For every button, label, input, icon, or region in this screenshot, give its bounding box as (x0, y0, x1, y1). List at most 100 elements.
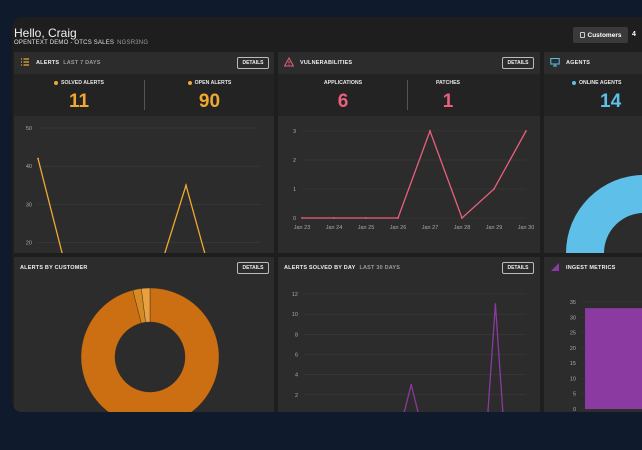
stat-divider (144, 80, 145, 110)
data-point (365, 217, 367, 219)
series-line (403, 304, 504, 412)
alerts-panel: ALERTS LAST 7 DAYS DETAILS SOLVED ALERTS … (14, 52, 274, 253)
alerts-solved-by-day-subtitle: LAST 30 DAYS (359, 265, 401, 271)
y-tick-label: 0 (293, 216, 296, 222)
list-icon (21, 58, 29, 66)
ingest-metrics-panel: INGEST METRICS 05101520253035Webroot (544, 257, 642, 412)
y-tick-label: 10 (292, 312, 298, 318)
ingest-metrics-header: INGEST METRICS (544, 257, 642, 279)
alerts-header: ALERTS LAST 7 DAYS DETAILS (14, 52, 274, 74)
series-line (37, 158, 206, 253)
x-tick-label: Jan 28 (454, 225, 471, 231)
y-tick-label: 50 (26, 126, 32, 132)
alerts-by-customer-details-button[interactable]: DETAILS (237, 262, 269, 274)
vulnerabilities-stats: APPLICATIONS 6 PATCHES 1 (278, 74, 540, 116)
agents-panel: AGENTS ONLINE AGENTS 14 (544, 52, 642, 253)
agents-gauge (566, 175, 642, 253)
orange-dot-icon (187, 80, 192, 85)
x-tick-label: Jan 29 (486, 225, 503, 231)
x-tick-label: Jan 30 (518, 225, 535, 231)
dashboard-window: Hello, Craig OPENTEXT DEMO - OTCS SALES N… (12, 17, 642, 412)
patches-label: PATCHES (435, 80, 461, 86)
greeting: Hello, Craig (14, 26, 77, 40)
x-tick-label: Jan 26 (390, 225, 407, 231)
alerts-title: ALERTS LAST 7 DAYS (36, 60, 101, 66)
org-line: OPENTEXT DEMO - OTCS SALES NGSR3NG (14, 40, 148, 46)
warning-icon (284, 57, 294, 67)
y-tick-label: 2 (295, 393, 298, 399)
agents-stats: ONLINE AGENTS 14 (544, 74, 642, 116)
vulnerabilities-line-chart: 0 1 2 3 Jan 23 Jan 24 Jan 25 Jan 26 Jan 27 Jan 28… (293, 129, 535, 231)
monitor-icon (550, 58, 560, 67)
x-tick-label: Jan 25 (358, 225, 375, 231)
alerts-title-text: ALERTS (36, 60, 60, 66)
donut-slice (80, 287, 220, 412)
alerts-by-customer-title: ALERTS BY CUSTOMER (20, 265, 88, 271)
org-code: NGSR3NG (117, 40, 149, 46)
online-agents-stat: ONLINE AGENTS 14 (572, 74, 642, 116)
online-agents-label: ONLINE AGENTS (572, 80, 642, 86)
open-alerts-label-text: OPEN ALERTS (194, 80, 232, 86)
alerts-solved-by-day-title: ALERTS SOLVED BY DAY LAST 30 DAYS (284, 265, 400, 271)
vulnerabilities-header: VULNERABILITIES DETAILS (278, 52, 540, 74)
ingest-metrics-title: INGEST METRICS (566, 265, 616, 271)
y-tick-label: 3 (293, 129, 296, 135)
y-tick-label: 10 (570, 376, 576, 382)
x-tick-label: Jan 23 (294, 225, 311, 231)
data-point (185, 184, 187, 187)
solved-alerts-label-text: SOLVED ALERTS (61, 80, 104, 86)
applications-label: APPLICATIONS (323, 80, 363, 86)
alerts-by-customer-header: ALERTS BY CUSTOMER DETAILS (14, 257, 274, 279)
orange-dot-icon (54, 80, 59, 85)
customers-count: 4 (632, 31, 636, 38)
data-point (397, 217, 399, 219)
open-alerts-value: 90 (198, 91, 221, 112)
y-tick-label: 1 (293, 187, 296, 193)
donut-slice (141, 287, 151, 323)
open-alerts-stat: OPEN ALERTS 90 (145, 74, 274, 116)
solved-alerts-label: SOLVED ALERTS (14, 80, 144, 86)
y-tick-label: 25 (570, 331, 576, 337)
open-alerts-label: OPEN ALERTS (145, 80, 274, 86)
online-agents-value: 14 (600, 91, 622, 112)
data-point (525, 130, 527, 132)
stat-divider (407, 80, 408, 110)
data-point (429, 130, 431, 132)
agents-header: AGENTS (544, 52, 642, 74)
alerts-solved-by-day-title-text: ALERTS SOLVED BY DAY (284, 265, 356, 271)
applications-stat: APPLICATIONS 6 (278, 74, 408, 116)
y-tick-label: 12 (292, 292, 298, 298)
y-tick-label: 4 (295, 373, 298, 379)
alerts-subtitle: LAST 7 DAYS (63, 60, 101, 66)
y-tick-label: 8 (295, 332, 298, 338)
alerts-by-customer-panel: ALERTS BY CUSTOMER DETAILS (14, 257, 274, 412)
vulnerabilities-panel: VULNERABILITIES DETAILS APPLICATIONS 6 P… (278, 52, 540, 253)
data-point (493, 188, 495, 190)
applications-value: 6 (337, 91, 349, 112)
customers-button[interactable]: Customers (573, 27, 628, 43)
alerts-details-button[interactable]: DETAILS (237, 57, 269, 69)
online-agents-label-text: ONLINE AGENTS (579, 80, 622, 86)
y-tick-label: 20 (570, 346, 576, 352)
data-point (37, 157, 39, 160)
data-point (410, 383, 413, 386)
y-tick-label: 30 (570, 315, 576, 321)
alerts-by-customer-donut (80, 287, 220, 412)
customers-button-label: Customers (587, 31, 622, 39)
y-tick-label: 30 (26, 202, 32, 208)
y-tick-label: 15 (570, 361, 576, 367)
vulnerabilities-details-button[interactable]: DETAILS (502, 57, 534, 69)
x-tick-label: Jan 24 (326, 225, 343, 231)
data-point (301, 217, 303, 219)
patches-stat: PATCHES 1 (408, 74, 488, 116)
series-line (302, 129, 527, 220)
bar (585, 308, 642, 409)
y-tick-label: 2 (293, 158, 296, 164)
y-tick-label: 20 (26, 241, 32, 247)
y-tick-label: 40 (26, 164, 32, 170)
agents-title: AGENTS (566, 60, 591, 66)
alerts-solved-by-day-details-button[interactable]: DETAILS (502, 262, 534, 274)
x-tick-label: Jan 27 (422, 225, 439, 231)
ingest-metrics-bar-chart: 05101520253035Webroot (570, 300, 642, 412)
